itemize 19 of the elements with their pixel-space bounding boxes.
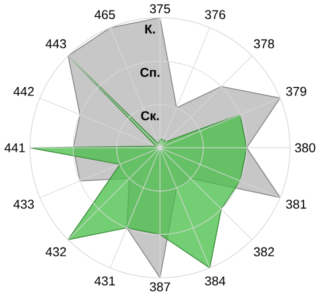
spoke-label: 382 — [254, 248, 274, 257]
spoke-label: 375 — [150, 4, 170, 14]
spoke-label: 441 — [4, 144, 25, 152]
spoke-label: 442 — [13, 87, 34, 96]
spoke-label: 379 — [286, 87, 306, 96]
spoke-label: 387 — [150, 282, 170, 292]
spoke-label: 431 — [94, 276, 115, 286]
y-tick-label: Ск. — [141, 111, 159, 120]
spoke-label: 432 — [46, 248, 66, 257]
spoke-label: 443 — [46, 39, 66, 48]
spoke-label: 384 — [205, 276, 226, 286]
spoke-label: 376 — [205, 10, 226, 20]
spoke-label: 380 — [295, 143, 316, 153]
spoke-label: 378 — [254, 39, 274, 48]
y-tick-label: Сп. — [140, 68, 160, 78]
spoke-label: 433 — [13, 200, 34, 209]
y-tick-label: К. — [145, 24, 155, 34]
spoke-label: 465 — [94, 10, 115, 20]
spoke-label: 381 — [286, 200, 306, 209]
